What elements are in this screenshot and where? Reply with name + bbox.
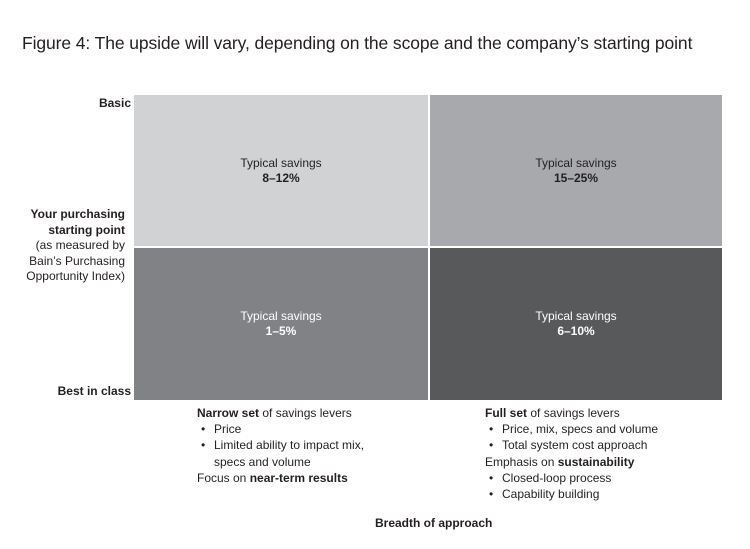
quadrant-value: 6–10% (557, 324, 595, 338)
quadrant-top-left: Typical savings 8–12% (134, 95, 428, 246)
narrow-focus-pre: Focus on (197, 470, 250, 485)
narrow-bullet-price: Price (197, 421, 397, 437)
quadrant-label: Typical savings (535, 309, 617, 323)
quadrant-top-right: Typical savings 15–25% (430, 95, 722, 246)
full-bullet-capability: Capability building (485, 486, 725, 502)
narrow-focus-bold: near-term results (249, 470, 348, 485)
narrow-focus: Focus on near-term results (197, 470, 397, 486)
y-axis-title-line1: Your purchasing (30, 207, 125, 221)
y-axis-bottom-label: Best in class (57, 384, 131, 398)
y-axis-subtitle-line2: Bain’s Purchasing (29, 253, 125, 268)
narrow-heading-bold: Narrow set (197, 406, 260, 420)
narrow-bullet2-line2: specs and volume (214, 454, 311, 469)
full-bullet-total-cost: Total system cost approach (485, 437, 725, 453)
y-axis-title: Your purchasing starting point (as measu… (0, 207, 125, 285)
quadrant-label: Typical savings (535, 155, 617, 170)
full-bullet-list-2: Closed-loop process Capability building (485, 470, 725, 503)
quadrant-value: 1–5% (265, 324, 297, 338)
y-axis-subtitle-line1: (as measured by (35, 238, 125, 252)
full-bullet-list-1: Price, mix, specs and volume Total syste… (485, 421, 725, 454)
quadrant-bottom-left: Typical savings 1–5% (134, 248, 428, 400)
figure-title: Figure 4: The upside will vary, dependin… (22, 33, 693, 53)
y-axis-title-line2: starting point (48, 222, 125, 237)
narrow-bullet-limited: Limited ability to impact mix,specs and … (197, 437, 397, 469)
full-heading-bold: Full set (485, 406, 528, 420)
quadrant-label: Typical savings (240, 309, 322, 323)
y-axis-subtitle-line3: Opportunity Index) (26, 269, 125, 283)
full-heading: Full set of savings levers (485, 405, 725, 421)
full-emphasis: Emphasis on sustainability (485, 454, 725, 470)
full-emphasis-pre: Emphasis on (485, 454, 558, 469)
y-axis-top-label: Basic (98, 96, 131, 110)
quadrant-bottom-right: Typical savings 6–10% (430, 248, 722, 400)
full-approach-description: Full set of savings levers Price, mix, s… (485, 405, 725, 502)
narrow-approach-description: Narrow set of savings levers Price Limit… (197, 405, 397, 486)
x-axis-title: Breadth of approach (375, 516, 493, 530)
full-heading-rest: of savings levers (527, 406, 620, 420)
narrow-heading: Narrow set of savings levers (197, 405, 397, 421)
full-bullet-price-mix: Price, mix, specs and volume (485, 421, 725, 437)
narrow-bullet2-line1: Limited ability to impact mix, (214, 438, 365, 453)
quadrant-grid: Typical savings 8–12% Typical savings 15… (134, 95, 722, 400)
quadrant-value: 15–25% (553, 170, 599, 185)
quadrant-value: 8–12% (262, 170, 300, 185)
full-emphasis-bold: sustainability (557, 454, 635, 469)
narrow-heading-rest: of savings levers (259, 406, 352, 420)
quadrant-label: Typical savings (240, 155, 322, 170)
full-bullet-closed-loop: Closed-loop process (485, 470, 725, 486)
narrow-bullet-list: Price Limited ability to impact mix,spec… (197, 421, 397, 470)
